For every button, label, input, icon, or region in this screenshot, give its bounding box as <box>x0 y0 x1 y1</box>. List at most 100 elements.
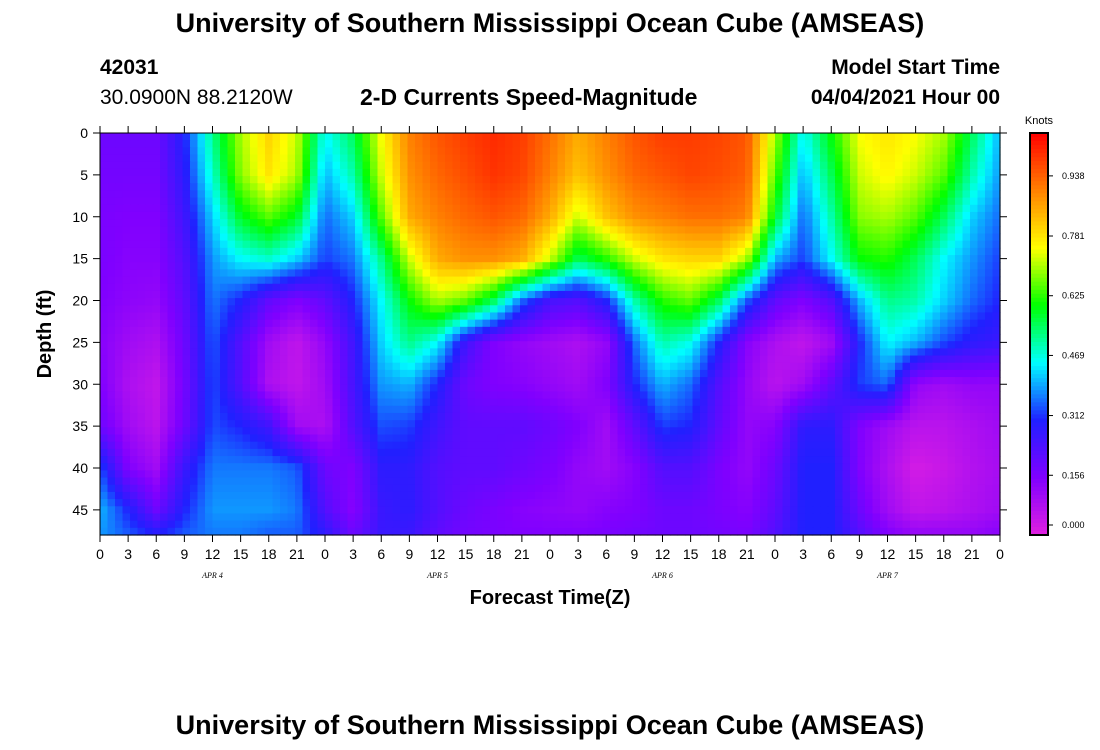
heatmap-cell <box>250 319 259 328</box>
heatmap-cell <box>460 269 469 278</box>
heatmap-cell <box>917 326 926 335</box>
heatmap-cell <box>205 377 214 385</box>
heatmap-cell <box>880 412 889 421</box>
heatmap-cell <box>812 262 821 270</box>
heatmap-cell <box>100 334 109 342</box>
heatmap-cell <box>557 204 566 213</box>
heatmap-cell <box>167 269 176 278</box>
heatmap-cell <box>512 276 521 285</box>
heatmap-cell <box>850 154 859 163</box>
heatmap-cell <box>355 290 364 299</box>
heatmap-cell <box>977 319 986 328</box>
heatmap-cell <box>962 341 971 349</box>
heatmap-cell <box>647 219 656 227</box>
heatmap-cell <box>722 334 731 342</box>
heatmap-cell <box>812 312 821 321</box>
heatmap-cell <box>812 391 821 400</box>
heatmap-cell <box>482 384 491 393</box>
heatmap-cell <box>392 211 401 220</box>
heatmap-cell <box>992 326 1001 335</box>
heatmap-cell <box>430 240 439 249</box>
heatmap-cell <box>775 283 784 292</box>
heatmap-cell <box>130 377 139 385</box>
heatmap-cell <box>392 377 401 385</box>
heatmap-cell <box>962 384 971 393</box>
heatmap-cell <box>895 176 904 184</box>
heatmap-cell <box>985 391 994 400</box>
heatmap-cell <box>812 168 821 177</box>
heatmap-cell <box>377 369 386 378</box>
heatmap-cell <box>625 412 634 421</box>
heatmap-cell <box>977 305 986 314</box>
heatmap-cell <box>377 233 386 242</box>
heatmap-cell <box>415 190 424 199</box>
heatmap-cell <box>700 197 709 206</box>
heatmap-cell <box>655 319 664 328</box>
heatmap-cell <box>227 427 236 436</box>
heatmap-cell <box>955 290 964 299</box>
heatmap-cell <box>677 262 686 270</box>
heatmap-cell <box>115 176 124 184</box>
heatmap-cell <box>880 341 889 349</box>
heatmap-cell <box>437 369 446 378</box>
heatmap-cell <box>812 369 821 378</box>
heatmap-cell <box>632 412 641 421</box>
heatmap-cell <box>385 183 394 192</box>
heatmap-cell <box>985 341 994 349</box>
heatmap-cell <box>197 391 206 400</box>
heatmap-cell <box>175 405 184 414</box>
heatmap-cell <box>227 161 236 170</box>
heatmap-cell <box>377 427 386 436</box>
heatmap-cell <box>587 355 596 364</box>
heatmap-cell <box>617 427 626 436</box>
heatmap-cell <box>970 262 979 270</box>
heatmap-cell <box>497 247 506 256</box>
heatmap-cell <box>985 412 994 421</box>
heatmap-cell <box>985 319 994 328</box>
heatmap-cell <box>182 255 191 263</box>
heatmap-cell <box>392 369 401 378</box>
heatmap-cell <box>400 168 409 177</box>
heatmap-cell <box>122 355 131 364</box>
heatmap-cell <box>250 161 259 170</box>
heatmap-cell <box>902 140 911 148</box>
heatmap-cell <box>452 276 461 285</box>
heatmap-cell <box>617 341 626 349</box>
heatmap-cell <box>160 334 169 342</box>
heatmap-cell <box>505 377 514 385</box>
heatmap-cell <box>460 140 469 148</box>
heatmap-cell <box>580 269 589 278</box>
heatmap-cell <box>385 319 394 328</box>
heatmap-cell <box>587 362 596 371</box>
heatmap-cell <box>557 176 566 184</box>
heatmap-cell <box>512 204 521 213</box>
heatmap-cell <box>355 377 364 385</box>
heatmap-cell <box>280 305 289 314</box>
heatmap-cell <box>865 133 874 141</box>
heatmap-cell <box>115 391 124 400</box>
heatmap-cell <box>317 290 326 299</box>
heatmap-cell <box>130 362 139 371</box>
heatmap-cell <box>722 377 731 385</box>
heatmap-cell <box>715 154 724 163</box>
heatmap-cell <box>347 219 356 227</box>
heatmap-cell <box>347 183 356 192</box>
heatmap-cell <box>857 190 866 199</box>
heatmap-cell <box>977 312 986 321</box>
heatmap-cell <box>175 240 184 249</box>
heatmap-cell <box>505 283 514 292</box>
heatmap-cell <box>355 197 364 206</box>
heatmap-cell <box>572 161 581 170</box>
heatmap-cell <box>280 226 289 235</box>
heatmap-cell <box>415 398 424 407</box>
heatmap-cell <box>377 226 386 235</box>
heatmap-cell <box>602 398 611 407</box>
heatmap-cell <box>595 255 604 263</box>
heatmap-cell <box>685 312 694 321</box>
heatmap-cell <box>685 211 694 220</box>
heatmap-cell <box>475 190 484 199</box>
heatmap-cell <box>130 161 139 170</box>
heatmap-cell <box>805 341 814 349</box>
heatmap-cell <box>557 269 566 278</box>
heatmap-cell <box>715 204 724 213</box>
